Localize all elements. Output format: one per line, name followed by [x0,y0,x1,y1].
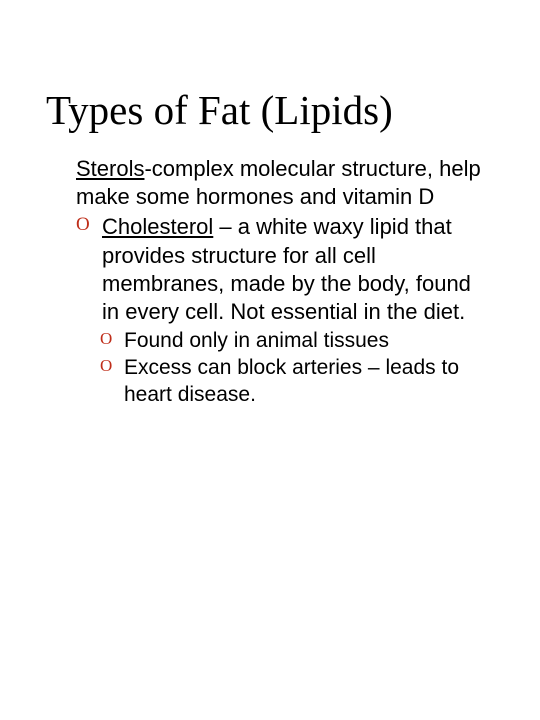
list-item: O Found only in animal tissues [100,328,484,355]
level2-text: Excess can block arteries – leads to hea… [124,355,484,409]
bullet-icon: O [100,328,124,350]
level2-list: O Found only in animal tissues O Excess … [76,328,484,409]
bullet-icon: O [76,213,102,237]
intro-keyword: Sterols [76,156,144,181]
level2-text: Found only in animal tissues [124,328,389,355]
body-content: Sterols-complex molecular structure, hel… [46,155,494,409]
slide: Types of Fat (Lipids) Sterols-complex mo… [0,0,540,720]
level1-text: Cholesterol – a white waxy lipid that pr… [102,213,484,326]
bullet-icon: O [100,355,124,377]
level1-keyword: Cholesterol [102,214,213,239]
list-item: O Excess can block arteries – leads to h… [100,355,484,409]
level1-list: O Cholesterol – a white waxy lipid that … [76,213,484,408]
slide-title: Types of Fat (Lipids) [46,88,494,133]
intro-paragraph: Sterols-complex molecular structure, hel… [76,155,484,211]
list-item: O Cholesterol – a white waxy lipid that … [76,213,484,326]
